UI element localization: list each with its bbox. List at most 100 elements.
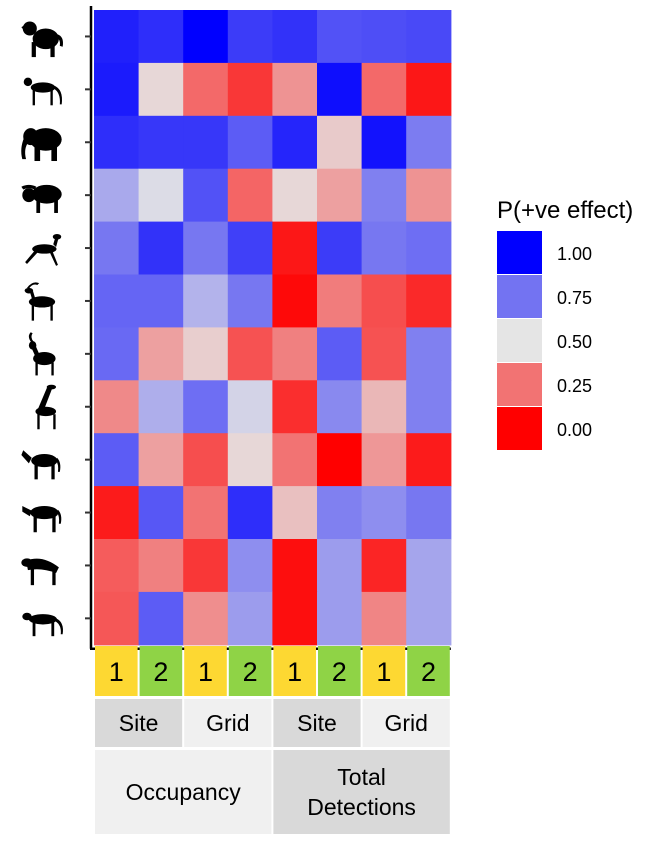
- period-label: 2: [332, 657, 347, 687]
- heatmap-cell: [183, 380, 229, 434]
- heatmap-cell: [406, 115, 452, 170]
- heatmap-cell: [406, 221, 452, 276]
- heatmap-cell: [227, 62, 273, 117]
- legend: P(+ve effect) 1.00 0.75 0.50 0.25 0.00: [497, 197, 633, 450]
- heatmap-cell: [317, 327, 363, 381]
- heatmap-cell: [272, 115, 318, 170]
- hyena-icon: [21, 558, 59, 586]
- heatmap-cell: [272, 433, 318, 487]
- response-label: Total Detections: [307, 764, 416, 820]
- heatmap-cell: [183, 221, 229, 276]
- heatmap-cell: [227, 221, 273, 276]
- legend-swatch: [497, 363, 542, 406]
- period-label: 1: [109, 657, 124, 687]
- scale-label: Grid: [384, 710, 427, 736]
- heatmap-cell: [361, 433, 407, 487]
- zebra-2-icon: [22, 505, 62, 533]
- heatmap-cell: [272, 539, 318, 593]
- heatmap-cell: [94, 10, 140, 64]
- heatmap-cell: [138, 539, 184, 593]
- heatmap-cell: [94, 539, 140, 593]
- heatmap-cell: [272, 486, 318, 540]
- heatmap-cell: [94, 168, 140, 223]
- period-label: 2: [153, 657, 168, 687]
- scale-strip: [184, 699, 272, 747]
- heatmap-cell: [272, 168, 318, 223]
- heatmap-cell: [317, 115, 363, 170]
- heatmap-cell: [227, 115, 273, 170]
- heatmap-cell: [317, 62, 363, 117]
- heatmap-cell: [94, 274, 140, 328]
- heatmap-cell: [361, 591, 407, 646]
- period-strip: [318, 646, 361, 696]
- heatmap-cell: [138, 274, 184, 328]
- antelope-icon: [24, 282, 56, 321]
- period-strip: [95, 646, 138, 696]
- period-label: 1: [287, 657, 302, 687]
- heatmap-cell: [138, 486, 184, 540]
- monkey-icon: [23, 77, 63, 106]
- heatmap-cell: [406, 168, 452, 223]
- heatmap-cell: [183, 327, 229, 381]
- legend-swatch: [497, 275, 542, 318]
- period-strip: [362, 646, 406, 696]
- scale-label: Grid: [206, 710, 249, 736]
- heatmap-cell: [94, 433, 140, 487]
- period-strip: [139, 646, 183, 696]
- scale-label: Site: [297, 710, 337, 736]
- scale-strip: [362, 699, 450, 747]
- heatmap-cell: [317, 433, 363, 487]
- heatmap-cell: [272, 10, 318, 64]
- heatmap-cell: [272, 380, 318, 434]
- heatmap-cell: [94, 486, 140, 540]
- heatmap-cell: [317, 10, 363, 64]
- heatmap-cell: [183, 274, 229, 328]
- heatmap-cell: [317, 591, 363, 646]
- heatmap-cell: [183, 10, 229, 64]
- zebra-1-icon: [21, 450, 61, 480]
- heatmap-cell: [227, 10, 273, 64]
- period-strip: [273, 646, 316, 696]
- response-strip: [95, 750, 272, 834]
- heatmap-cell: [406, 380, 452, 434]
- heatmap-cell: [272, 221, 318, 276]
- heatmap-cell: [361, 539, 407, 593]
- legend-swatch: [497, 407, 542, 450]
- period-label: 1: [198, 657, 213, 687]
- scale-strip: [95, 699, 183, 747]
- heatmap-cell: [272, 591, 318, 646]
- heatmap-cell: [227, 327, 273, 381]
- heatmap-cell: [361, 274, 407, 328]
- heatmap-cell: [406, 274, 452, 328]
- heatmap-cell: [317, 274, 363, 328]
- heatmap-cell: [406, 327, 452, 381]
- heatmap-cell: [361, 62, 407, 117]
- heatmap-cells: [94, 10, 452, 646]
- heatmap-cell: [227, 539, 273, 593]
- period-label: 1: [376, 657, 391, 687]
- heatmap-cell: [317, 486, 363, 540]
- heatmap-cell: [183, 168, 229, 223]
- heatmap-cell: [227, 168, 273, 223]
- row-icons: [21, 21, 64, 637]
- heatmap-cell: [138, 327, 184, 381]
- heatmap-cell: [138, 433, 184, 487]
- heatmap-cell: [138, 168, 184, 223]
- legend-label: 0.00: [557, 420, 592, 440]
- heatmap-cell: [94, 115, 140, 170]
- heatmap-cell: [138, 380, 184, 434]
- response-strip: [273, 750, 450, 834]
- heatmap-cell: [361, 168, 407, 223]
- heatmap-cell: [361, 486, 407, 540]
- heatmap-cell: [361, 221, 407, 276]
- heatmap-cell: [183, 539, 229, 593]
- heatmap-cell: [138, 591, 184, 646]
- legend-swatch: [497, 319, 542, 362]
- period-strip: [407, 646, 450, 696]
- heatmap-cell: [317, 168, 363, 223]
- heatmap-cell: [406, 591, 452, 646]
- buffalo-icon: [21, 184, 62, 213]
- heatmap-cell: [183, 591, 229, 646]
